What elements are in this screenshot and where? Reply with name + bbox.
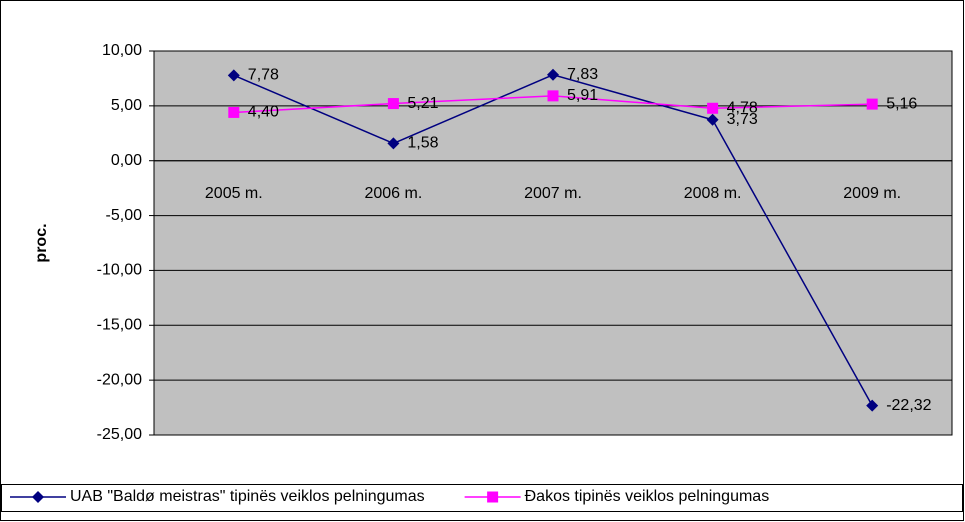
legend-label: Ðakos tipinës veiklos pelningumas — [525, 488, 770, 505]
data-label: 4,40 — [248, 104, 279, 121]
legend-box — [1, 484, 963, 512]
y-tick-label: 0,00 — [111, 152, 142, 169]
data-label: 5,16 — [886, 95, 917, 112]
data-point — [547, 68, 559, 81]
y-tick-label: -20,00 — [97, 371, 142, 388]
legend-label: UAB "Baldø meistras" tipinës veiklos pel… — [70, 488, 425, 505]
x-tick-label: 2006 m. — [364, 185, 422, 202]
x-tick-label: 2009 m. — [843, 185, 901, 202]
y-tick-label: -5,00 — [106, 207, 143, 224]
data-label: 3,73 — [727, 111, 758, 128]
data-point — [707, 102, 719, 114]
data-label: 4,78 — [727, 99, 758, 116]
data-label: 7,78 — [248, 67, 279, 84]
plot-area — [153, 50, 953, 436]
y-tick-label: 10,00 — [102, 42, 142, 59]
y-axis-label: proc. — [33, 223, 50, 262]
data-label: 5,21 — [407, 95, 438, 112]
data-point — [227, 69, 240, 82]
legend-marker — [32, 491, 44, 503]
x-tick-label: 2005 m. — [205, 185, 263, 202]
data-point — [228, 106, 240, 118]
data-point — [387, 137, 400, 150]
y-tick-label: -15,00 — [97, 317, 142, 334]
data-point — [547, 90, 559, 102]
legend-marker — [487, 491, 499, 503]
data-point — [866, 98, 878, 110]
data-point — [706, 113, 719, 126]
data-label: 7,83 — [567, 66, 598, 83]
data-label: -22,32 — [886, 397, 931, 414]
data-label: 1,58 — [407, 135, 438, 152]
x-tick-label: 2007 m. — [524, 185, 582, 202]
data-label: 5,91 — [567, 87, 598, 104]
data-point — [866, 399, 879, 412]
y-tick-label: -10,00 — [97, 262, 142, 279]
y-tick-label: -25,00 — [97, 426, 142, 443]
x-tick-label: 2008 m. — [684, 185, 742, 202]
y-tick-label: 5,00 — [111, 97, 142, 114]
data-point — [387, 98, 399, 110]
